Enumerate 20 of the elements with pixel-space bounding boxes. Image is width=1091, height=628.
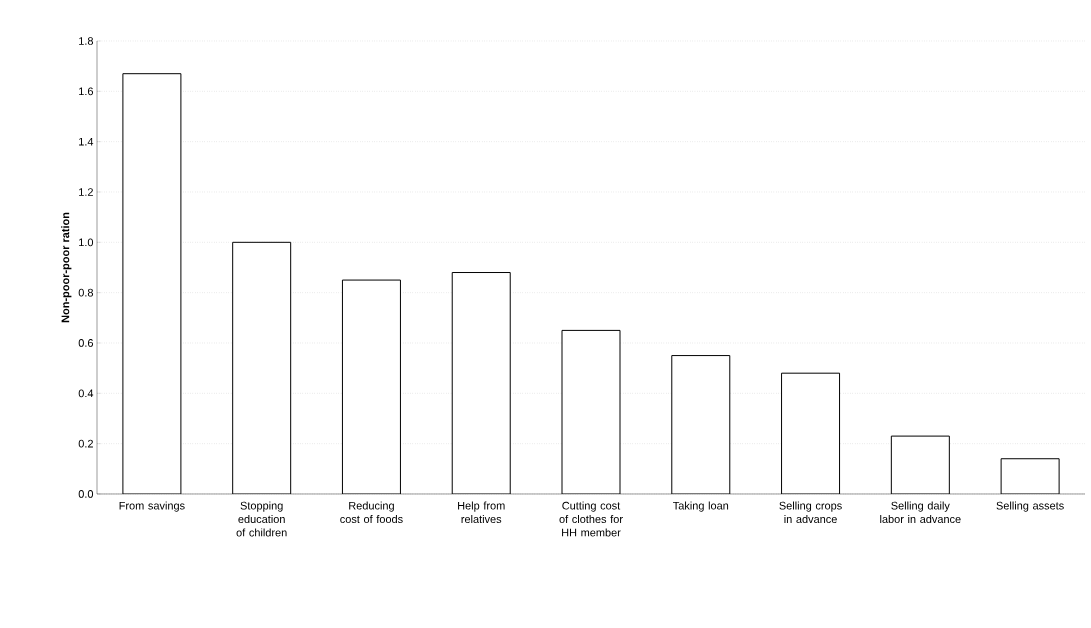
y-tick-label: 0.2 xyxy=(78,439,93,448)
x-tick-label: Stopping education of children xyxy=(236,501,287,537)
y-tick-label: 1.8 xyxy=(79,37,94,45)
y-tick-label: 1.6 xyxy=(79,87,94,96)
y-tick-label: 0.0 xyxy=(78,490,94,498)
x-tick-label: Help from relatives xyxy=(458,501,505,523)
y-tick-label: 1.2 xyxy=(79,188,93,196)
y-tick-label: 0.6 xyxy=(78,339,94,347)
x-tick-label: Selling daily labor in advance xyxy=(880,501,961,523)
x-tick-label: Cutting cost of clothes for HH member xyxy=(559,501,623,537)
x-tick-label: From savings xyxy=(119,501,185,512)
y-tick-label: 0.4 xyxy=(78,389,94,398)
y-tick-label: 1.0 xyxy=(79,238,94,247)
y-tick-label: 0.8 xyxy=(78,288,94,297)
x-tick-label: Selling assets xyxy=(996,501,1064,512)
y-axis-title: Non-poor-poor ration xyxy=(61,212,72,323)
x-tick-label: Selling crops in advance xyxy=(779,501,842,523)
x-tick-label: Taking loan xyxy=(673,501,729,512)
y-tick-label: 1.4 xyxy=(79,137,94,146)
x-tick-label: Reducing cost of foods xyxy=(340,501,403,523)
